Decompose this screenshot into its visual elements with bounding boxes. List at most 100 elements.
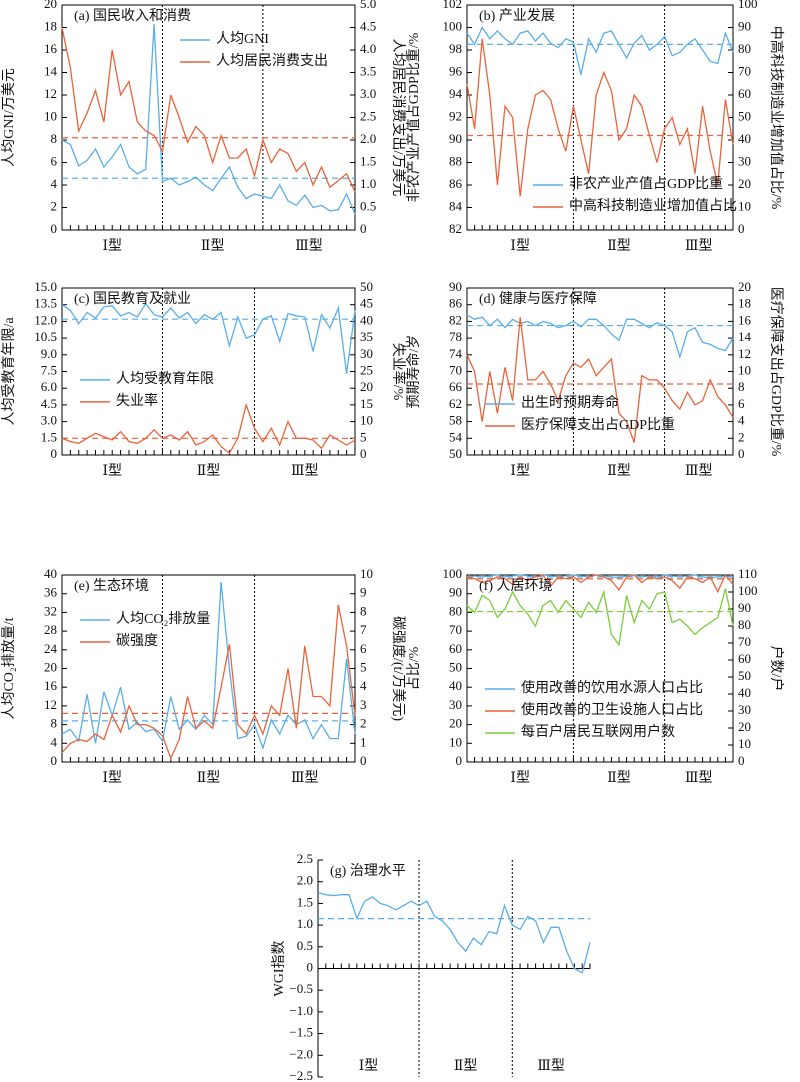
y-tick-label: 12	[44, 86, 57, 101]
y2-axis-label: 中高科技制造业增加值占比/%	[768, 26, 785, 210]
y-tick-label: 0	[51, 221, 58, 236]
y2-tick-label: 0	[360, 753, 367, 768]
panel-title: (d) 健康与医疗保障	[479, 290, 597, 307]
y-tick-label: 20	[449, 716, 462, 731]
group-label: Ⅰ型	[359, 1058, 379, 1074]
y2-tick-label: 5	[360, 429, 367, 444]
group-label: Ⅲ型	[291, 770, 319, 786]
y2-axis-label: 失业率/%	[390, 343, 407, 401]
group-label: Ⅱ型	[607, 463, 631, 479]
y-tick-label: 82	[449, 312, 462, 327]
series-line	[466, 26, 734, 75]
y-tick-label: 8	[51, 716, 58, 731]
series-line	[61, 581, 356, 751]
panel-title: (e) 生态环境	[74, 578, 149, 594]
series-line	[61, 24, 356, 215]
y2-tick-label: 2	[738, 429, 745, 444]
y2-tick-label: 3.5	[360, 63, 376, 78]
y-tick-label: 66	[449, 379, 463, 394]
y2-tick-label: 10	[360, 413, 373, 428]
y2-tick-label: 4	[360, 678, 367, 693]
group-label: Ⅱ型	[197, 463, 221, 479]
y-tick-label: 90	[449, 585, 462, 600]
y2-tick-label: 90	[738, 600, 751, 615]
y2-tick-label: 60	[738, 86, 751, 101]
y2-tick-label: 2	[360, 716, 367, 731]
y2-tick-label: 7	[360, 622, 367, 637]
y-tick-label: 62	[449, 396, 462, 411]
y-tick-label: 1.5	[297, 894, 313, 909]
y2-tick-label: 9	[360, 585, 367, 600]
y2-tick-label: 1	[360, 734, 367, 749]
y2-tick-label: 6	[360, 641, 367, 656]
y2-tick-label: 8	[738, 379, 745, 394]
y-tick-label: 1.0	[297, 916, 313, 931]
group-label: Ⅰ型	[510, 238, 530, 254]
y-tick-label: 2.0	[297, 873, 313, 888]
group-label: Ⅰ型	[510, 770, 530, 786]
legend-label: 人均居民消费支出	[216, 53, 328, 69]
y-tick-label: 12	[44, 697, 57, 712]
y-tick-label: 2.5	[297, 851, 313, 866]
group-label: Ⅲ型	[295, 238, 323, 254]
legend-label: 人均受教育年限	[116, 371, 214, 387]
y2-tick-label: 1.5	[360, 153, 376, 168]
y2-tick-label: 80	[738, 617, 751, 632]
y-tick-label: 10.5	[34, 329, 57, 344]
y2-axis-label: 碳强度/(t/万美元)	[390, 616, 406, 721]
y-tick-label: 84	[449, 198, 463, 213]
y-tick-label: 40	[449, 678, 462, 693]
legend-label: 使用改善的饮用水源人口占比	[521, 679, 703, 696]
series-line	[466, 314, 734, 360]
y-tick-label: 96	[449, 63, 463, 78]
y-tick-label: 94	[449, 86, 463, 101]
y-tick-label: 70	[449, 622, 462, 637]
series-line	[466, 317, 734, 443]
y-tick-label: 10	[449, 734, 462, 749]
y2-tick-label: 10	[738, 362, 751, 377]
group-label: Ⅱ型	[454, 1058, 478, 1074]
plot-frame	[466, 4, 734, 231]
y-tick-label: 14	[44, 63, 58, 78]
y-tick-label: 4.5	[41, 396, 57, 411]
y2-tick-label: 5.0	[360, 0, 376, 11]
y2-tick-label: 20	[738, 279, 751, 294]
y2-tick-label: 4	[738, 413, 745, 428]
y2-tick-label: 40	[738, 131, 751, 146]
y-tick-label: −1.0	[289, 1003, 313, 1018]
y2-tick-label: 10	[738, 198, 751, 213]
y-tick-label: 86	[449, 296, 463, 311]
group-label: Ⅲ型	[291, 463, 319, 479]
y2-tick-label: 14	[738, 329, 752, 344]
y-tick-label: 12.0	[34, 312, 57, 327]
y2-tick-label: 30	[738, 702, 751, 717]
y-tick-label: 10	[44, 108, 57, 123]
legend-label: 人均CO₂排放量	[116, 611, 210, 627]
panel-title: (a) 国民收入和消费	[74, 8, 191, 24]
y-tick-label: 0	[307, 959, 314, 974]
y2-tick-label: 20	[738, 719, 751, 734]
y-tick-label: 54	[449, 429, 463, 444]
y-tick-label: 90	[449, 279, 462, 294]
legend-label: 非农产业产值占GDP比重	[569, 176, 723, 192]
y2-tick-label: 5	[360, 659, 367, 674]
legend-label: 出生时预期寿命	[521, 394, 619, 411]
y2-tick-label: 0	[360, 221, 367, 236]
y2-tick-label: 2.0	[360, 131, 376, 146]
panel-title: (c) 国民教育及就业	[74, 291, 191, 307]
y-axis-label: 非农产业产值占GDP比重/%	[406, 32, 422, 202]
y2-tick-label: 40	[738, 685, 751, 700]
y-tick-label: 7.5	[41, 362, 57, 377]
y-axis-label: 预期寿命/岁	[405, 335, 422, 409]
y2-tick-label: 16	[738, 312, 752, 327]
y2-tick-label: 50	[738, 108, 751, 123]
y-tick-label: 20	[44, 0, 57, 11]
y2-tick-label: 30	[360, 346, 373, 361]
y-tick-label: 18	[44, 18, 57, 33]
group-label: Ⅲ型	[685, 770, 713, 786]
y-tick-label: 100	[443, 18, 463, 33]
y2-tick-label: 0	[738, 221, 745, 236]
y2-tick-label: 18	[738, 296, 751, 311]
group-label: Ⅰ型	[102, 238, 122, 254]
